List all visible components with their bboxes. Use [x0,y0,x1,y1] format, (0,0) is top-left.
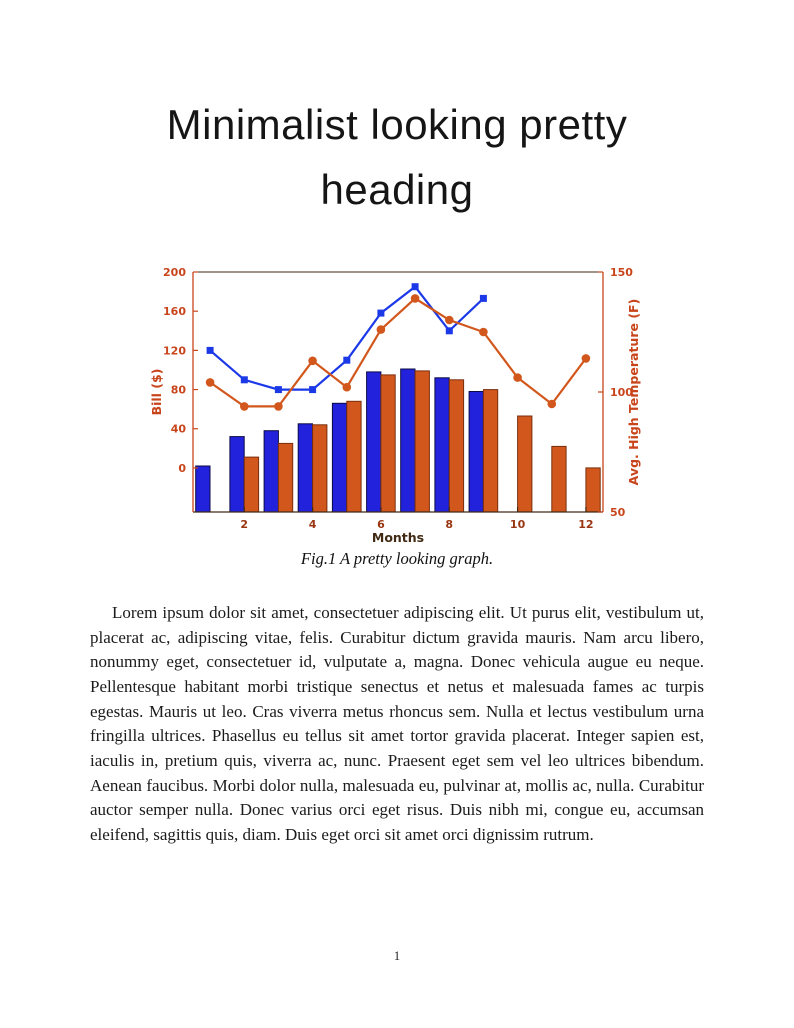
x-axis-label: Months [372,530,424,545]
svg-text:40: 40 [171,423,187,436]
left-axis-label: Bill ($) [149,369,164,416]
lines-layer [205,283,591,411]
svg-text:50: 50 [610,506,626,519]
figure-caption: Fig.1 A pretty looking graph. [300,549,494,569]
svg-text:4: 4 [309,518,317,531]
page-title: Minimalist looking pretty heading [166,101,628,214]
dual-axis-bar-line-chart: 0 40 80 120 160 200 50 100 150 2 4 6 8 10 12 Bill ($) Av… [149,266,641,545]
svg-text:100: 100 [610,386,633,399]
svg-text:150: 150 [610,266,633,279]
svg-text:10: 10 [510,518,526,531]
svg-text:6: 6 [377,518,385,531]
svg-text:80: 80 [171,384,187,397]
svg-text:200: 200 [163,266,186,279]
axes-layer: 0 40 80 120 160 200 50 100 150 2 4 6 8 10 12 Bill ($) Av… [149,266,641,545]
svg-text:12: 12 [578,518,593,531]
svg-text:0: 0 [178,462,186,475]
svg-text:120: 120 [163,345,186,358]
page-number: 1 [393,949,401,963]
figure: 0 40 80 120 160 200 50 100 150 2 4 6 8 10 12 Bill ($) Av… [147,262,647,569]
body-paragraph: Lorem ipsum dolor sit amet, consectetuer… [90,603,704,844]
bars-layer [195,368,601,513]
right-axis-label: Avg. High Temperature (F) [626,299,641,486]
svg-text:160: 160 [163,305,186,318]
svg-text:8: 8 [445,518,453,531]
svg-text:2: 2 [240,518,248,531]
